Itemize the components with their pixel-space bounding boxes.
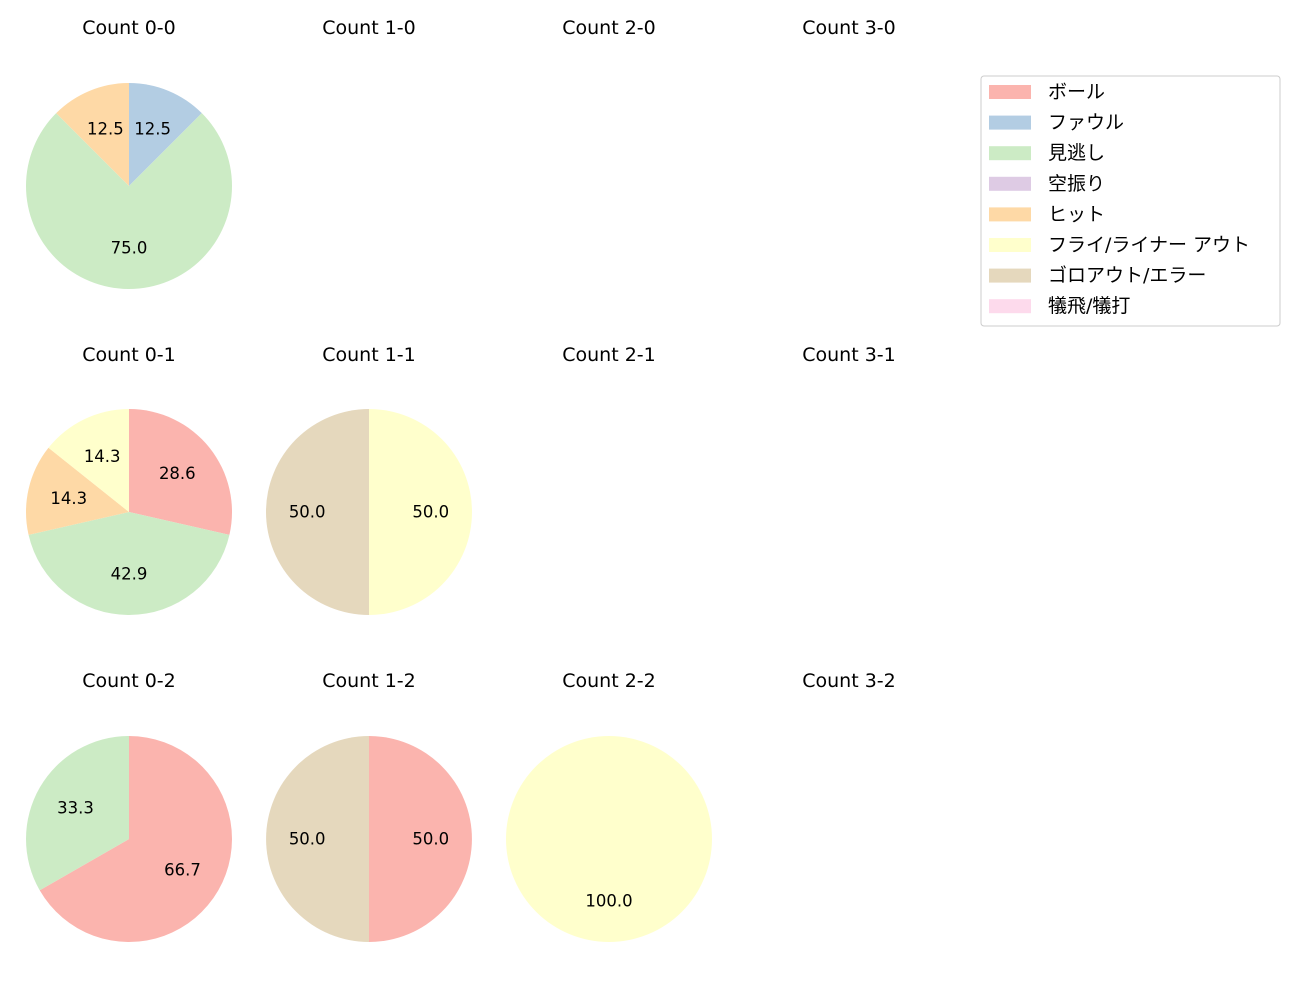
- legend-label: ボール: [1048, 81, 1105, 103]
- pie-title: Count 2-0: [562, 17, 656, 39]
- pie-title: Count 2-2: [562, 670, 656, 692]
- legend-label: 犠飛/犠打: [1048, 295, 1130, 317]
- pie-count-2-2: Count 2-2 100.0: [506, 670, 712, 942]
- pie-slice-label: 28.6: [159, 464, 196, 483]
- pie-slice: [39, 736, 233, 942]
- legend-swatch: [989, 115, 1031, 130]
- legend-item: ヒット: [989, 203, 1105, 225]
- pie-slice: [48, 409, 129, 512]
- pie-title: Count 0-1: [82, 344, 176, 366]
- pie-count-3-2: Count 3-2: [802, 670, 896, 692]
- pie-title: Count 2-1: [562, 344, 656, 366]
- pie-slice: [506, 736, 712, 942]
- pie-slice-label: 66.7: [164, 860, 201, 879]
- legend-label: フライ/ライナー アウト: [1048, 234, 1250, 256]
- legend-item: 犠飛/犠打: [989, 295, 1130, 317]
- pie-count-1-2: Count 1-2 50.0 50.0: [266, 670, 472, 942]
- pie-slice: [266, 409, 369, 615]
- legend-swatch: [989, 207, 1031, 222]
- pie-slice: [28, 512, 230, 616]
- pie-count-1-0: Count 1-0: [322, 17, 416, 39]
- pie-title: Count 1-2: [322, 670, 416, 692]
- pie-count-2-0: Count 2-0: [562, 17, 656, 39]
- pie-count-3-1: Count 3-1: [802, 344, 896, 366]
- pie-count-0-0: Count 0-0 12.5 75.0 12.5: [25, 17, 232, 290]
- legend-label: ファウル: [1048, 112, 1124, 134]
- pie-slice: [25, 447, 129, 535]
- charts-layer: Count 0-0 12.5 75.0 12.5 Count 1-0 Count 2-0 C…: [25, 17, 896, 942]
- pie-slice: [25, 113, 232, 290]
- pie-slice-label: 14.3: [50, 489, 87, 508]
- pie-title: Count 3-0: [802, 17, 896, 39]
- legend-swatch: [989, 268, 1031, 283]
- pie-slice-label: 42.9: [111, 564, 148, 583]
- pie-slice: [266, 736, 369, 942]
- legend-swatch: [989, 85, 1031, 99]
- pie-count-0-2: Count 0-2 66.7 33.3: [26, 670, 233, 942]
- pie-slice-label: 50.0: [289, 830, 326, 849]
- legend-item: 空振り: [989, 173, 1105, 195]
- legend-label: 空振り: [1048, 173, 1105, 195]
- pie-slice: [129, 409, 233, 535]
- pie-slice-label: 12.5: [134, 119, 171, 138]
- pie-slice: [56, 83, 129, 186]
- legend-label: ゴロアウト/エラー: [1048, 265, 1206, 287]
- pie-slice: [129, 83, 202, 186]
- legend-item: ファウル: [989, 112, 1124, 134]
- legend-label: ヒット: [1048, 203, 1105, 225]
- pie-slice-label: 12.5: [87, 119, 124, 138]
- legend-swatch: [989, 299, 1031, 314]
- legend-swatch: [989, 176, 1031, 191]
- legend-item: ボール: [989, 81, 1105, 103]
- pie-title: Count 3-2: [802, 670, 896, 692]
- pie-title: Count 1-1: [322, 344, 416, 366]
- legend-swatch: [989, 146, 1031, 161]
- pie-slice: [369, 736, 472, 942]
- pie-slice-label: 50.0: [412, 830, 449, 849]
- pie-count-0-1: Count 0-1 28.6 42.9 14.3 14.3: [25, 344, 233, 616]
- pie-title: Count 1-0: [322, 17, 416, 39]
- pie-title: Count 3-1: [802, 344, 896, 366]
- pie-slice-label: 50.0: [289, 503, 326, 522]
- legend-label: 見逃し: [1048, 142, 1105, 164]
- pie-title: Count 0-2: [82, 670, 176, 692]
- legend-frame: [980, 75, 1281, 327]
- pie-slice-label: 50.0: [412, 503, 449, 522]
- pie-title: Count 0-0: [82, 17, 176, 39]
- pie-slice-label: 75.0: [111, 238, 148, 257]
- legend-item: 見逃し: [989, 142, 1105, 164]
- pie-count-1-1: Count 1-1 50.0 50.0: [266, 344, 472, 615]
- legend-swatch: [989, 238, 1031, 252]
- legend-item: フライ/ライナー アウト: [989, 234, 1250, 256]
- pie-slice: [26, 736, 130, 891]
- pie-count-3-0: Count 3-0: [802, 17, 896, 39]
- pie-slice-label: 100.0: [585, 891, 632, 910]
- pie-slice: [369, 409, 472, 615]
- pie-count-2-1: Count 2-1: [562, 344, 656, 366]
- legend-item: ゴロアウト/エラー: [989, 265, 1206, 287]
- pie-slice-label: 33.3: [57, 799, 94, 818]
- pie-slice-label: 14.3: [84, 447, 121, 466]
